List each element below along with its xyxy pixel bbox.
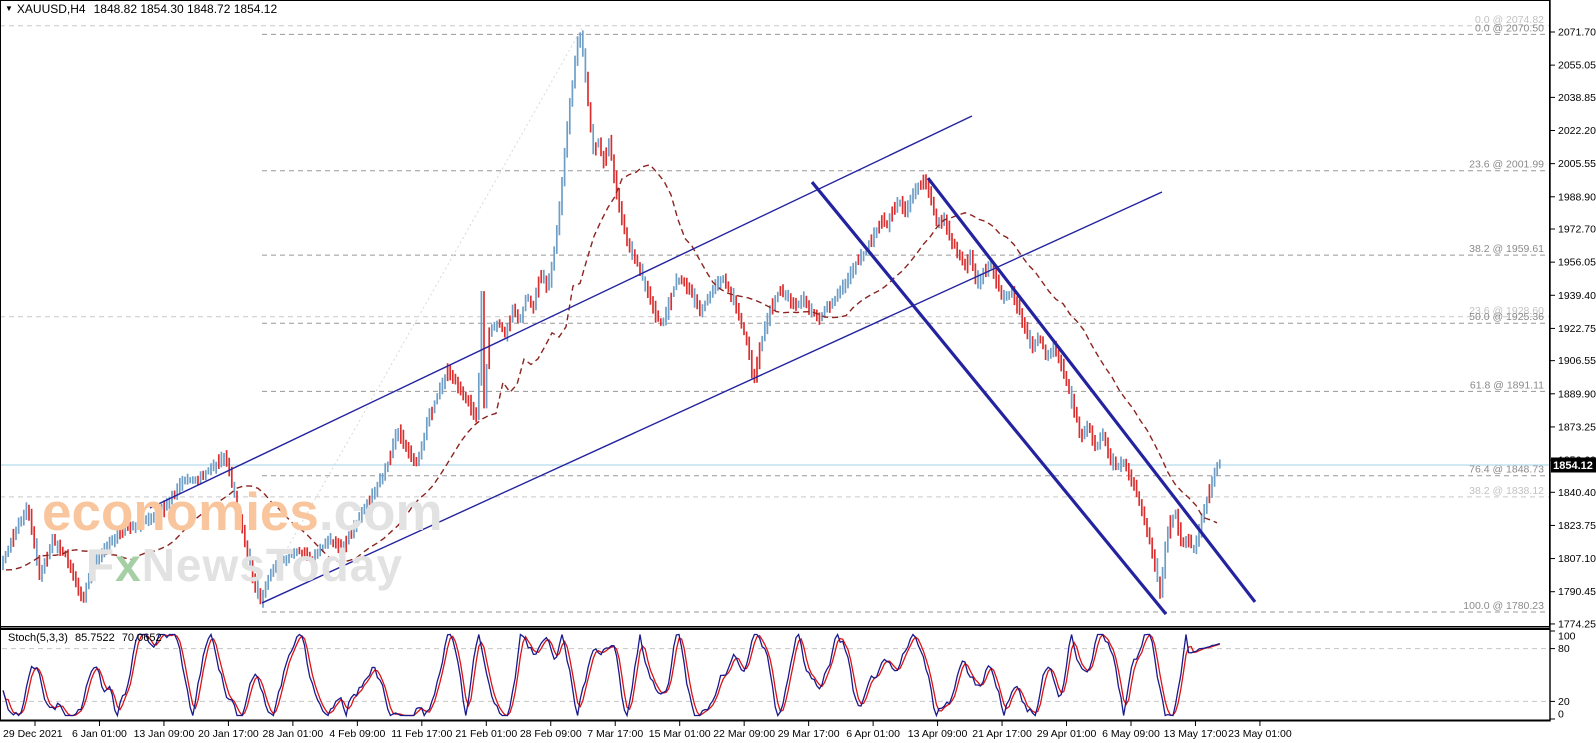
watermark-rest: NewsToday	[141, 539, 403, 591]
price-axis-label: 1889.90	[1558, 388, 1596, 400]
watermark-line2: FxNewsToday	[86, 542, 443, 588]
price-axis-label: 1774.25	[1558, 618, 1596, 630]
watermark: economies.com FxNewsToday	[42, 486, 443, 588]
stoch-axis-label: 0	[1558, 709, 1564, 721]
time-axis-label: 29 Dec 2021	[3, 728, 63, 740]
watermark-line1: economies.com	[42, 486, 443, 539]
time-axis-label: 6 Apr 01:00	[846, 728, 900, 740]
fib-level-label: 23.6 @ 1928.60	[1469, 305, 1544, 317]
time-axis-label: 13 May 17:00	[1164, 728, 1228, 740]
chart-title: ▼ XAUUSD,H4 1848.82 1854.30 1848.72 1854.1…	[5, 2, 277, 16]
time-axis-label: 28 Feb 09:00	[520, 728, 582, 740]
fib-level-label: 50.0 @ 1925.36	[1469, 311, 1544, 323]
descending-channel-right[interactable]	[926, 177, 1257, 603]
fib-level-label: 23.6 @ 2001.99	[1469, 159, 1544, 171]
moving-average-line	[5, 164, 1218, 571]
current-price-box	[1551, 457, 1596, 473]
watermark-f: F	[86, 539, 116, 591]
time-axis-label: 29 Mar 17:00	[778, 728, 840, 740]
time-axis-label: 15 Mar 01:00	[649, 728, 711, 740]
stoch-bottom-frame	[0, 719, 1550, 722]
price-axis-label: 1939.40	[1558, 290, 1596, 302]
fib-level-label: 100.0 @ 1780.23	[1463, 600, 1544, 612]
stoch-k-value: 85.7522	[74, 632, 115, 644]
fib-level-label: 61.8 @ 1891.11	[1470, 379, 1544, 391]
watermark-x-icon: x	[115, 539, 142, 591]
time-axis-label: 21 Feb 01:00	[455, 728, 517, 740]
watermark-brand: economies	[42, 483, 319, 542]
fib-level-label: 0.0 @ 2070.50	[1475, 22, 1544, 34]
time-axis-label: 23 May 01:00	[1228, 728, 1292, 740]
time-axis-label: 7 Mar 17:00	[587, 728, 643, 740]
price-axis-label: 1823.75	[1558, 520, 1596, 532]
time-axis-label: 21 Apr 17:00	[972, 728, 1032, 740]
time-axis-label: 22 Mar 09:00	[713, 728, 775, 740]
bull-bars	[2, 30, 1221, 608]
stoch-name: Stoch(5,3,3)	[8, 632, 68, 644]
price-axis-label: 1922.75	[1558, 323, 1596, 335]
price-axis-label: 1807.10	[1558, 553, 1596, 565]
time-axis-label: 4 Feb 09:00	[329, 728, 385, 740]
time-axis-label: 6 Jan 01:00	[72, 728, 127, 740]
stoch-d-value: 70.0652	[121, 632, 162, 644]
panel-separator	[0, 627, 1550, 630]
fib-level-label: 38.2 @ 1838.12	[1469, 485, 1544, 497]
price-axis-label: 1988.90	[1558, 191, 1596, 203]
time-axis-label: 6 May 09:00	[1102, 728, 1160, 740]
price-axis-label: 2071.70	[1558, 27, 1596, 39]
price-axis-label: 1906.55	[1558, 355, 1596, 367]
fib-level-label: 0.0 @ 2074.82	[1475, 14, 1544, 26]
ohlc-values: 1848.82 1854.30 1848.72 1854.12	[93, 2, 278, 16]
time-axis-label: 20 Jan 17:00	[198, 728, 259, 740]
price-axis-label: 1956.05	[1558, 257, 1596, 269]
watermark-domain: .com	[318, 483, 443, 542]
price-axis-label: 1790.45	[1558, 586, 1596, 598]
stoch-label: Stoch(5,3,3) 85.7522 70.0652	[8, 632, 166, 644]
fib-level-label: 76.4 @ 1848.73	[1469, 464, 1544, 476]
price-axis-label: 1840.40	[1558, 487, 1596, 499]
bear-bars	[12, 71, 1211, 605]
ascending-channel-lower[interactable]	[261, 191, 1163, 604]
price-axis-label: 2055.05	[1558, 60, 1596, 72]
stoch-main-line	[2, 632, 1221, 718]
stoch-axis-label: 20	[1558, 696, 1570, 708]
price-axis-label: 2005.55	[1558, 158, 1596, 170]
time-axis-label: 29 Apr 01:00	[1037, 728, 1097, 740]
symbol-period-label: XAUUSD,H4	[16, 2, 86, 16]
time-axis-label: 13 Apr 09:00	[908, 728, 968, 740]
ascending-channel-upper[interactable]	[149, 115, 973, 509]
price-axis-label: 1873.25	[1558, 421, 1596, 433]
price-axis-label: 1972.70	[1558, 224, 1596, 236]
stoch-axis-label: 80	[1558, 643, 1570, 655]
stoch-axis-label: 100	[1558, 631, 1576, 643]
price-axis-label: 2022.20	[1558, 125, 1596, 137]
descending-channel-left[interactable]	[810, 181, 1168, 616]
price-axis-label: 2038.85	[1558, 92, 1596, 104]
time-axis-label: 13 Jan 09:00	[134, 728, 195, 740]
collapse-triangle-icon: ▼	[5, 4, 13, 13]
time-axis-label: 11 Feb 17:00	[391, 728, 452, 740]
time-axis-label: 28 Jan 01:00	[263, 728, 324, 740]
current-price-value: 1854.12	[1553, 460, 1593, 472]
stoch-signal-line	[2, 633, 1220, 717]
fib-level-label: 38.2 @ 1959.61	[1469, 243, 1544, 255]
